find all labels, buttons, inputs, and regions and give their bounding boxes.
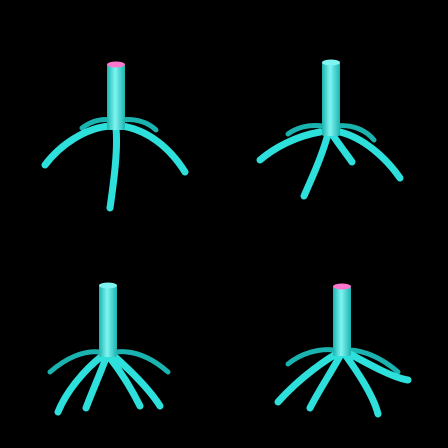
leg-back-left bbox=[47, 349, 103, 375]
leg-back-left bbox=[285, 123, 325, 137]
leg-front bbox=[82, 354, 110, 412]
stem bbox=[99, 285, 117, 357]
stem-cap bbox=[322, 59, 340, 66]
leg-back-right bbox=[113, 349, 171, 375]
spider-stand-bottom-left bbox=[47, 282, 171, 416]
leg-back-left bbox=[285, 347, 337, 367]
spider-stand-bottom-right bbox=[274, 283, 412, 418]
stem-cap bbox=[333, 283, 351, 290]
leg-right bbox=[110, 352, 164, 410]
leg-front-right bbox=[106, 354, 144, 410]
leg-right bbox=[336, 128, 404, 182]
stem-cap bbox=[107, 61, 125, 68]
leg-front-right bbox=[328, 130, 356, 166]
stem bbox=[107, 64, 125, 130]
leg-front bbox=[106, 124, 121, 212]
stem bbox=[322, 62, 340, 136]
leg-left bbox=[54, 352, 106, 416]
leg-front bbox=[306, 352, 344, 412]
stem bbox=[333, 286, 351, 356]
spider-stand-top-left bbox=[41, 61, 189, 212]
leg-left bbox=[274, 350, 340, 406]
leg-front bbox=[300, 130, 332, 200]
spider-stand-top-right bbox=[256, 59, 404, 200]
leg-front-right bbox=[342, 352, 382, 418]
leg-back-right bbox=[345, 347, 401, 375]
leg-right bbox=[118, 122, 189, 176]
stem-cap bbox=[99, 282, 117, 289]
leg-left bbox=[41, 122, 114, 169]
leg-left bbox=[256, 128, 324, 164]
leg-right bbox=[346, 350, 412, 384]
